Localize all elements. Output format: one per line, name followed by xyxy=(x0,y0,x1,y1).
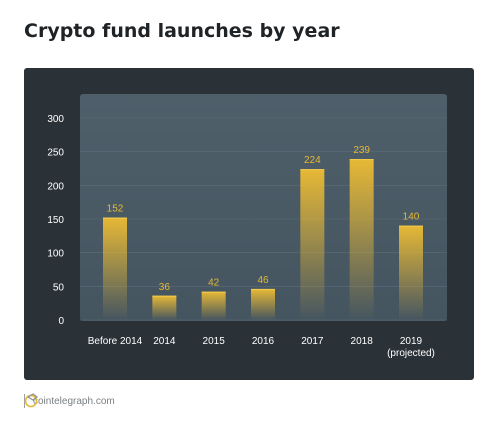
y-tick-label: 0 xyxy=(58,316,64,327)
data-label: 42 xyxy=(208,278,220,289)
x-tick-label: 2014 xyxy=(153,336,176,347)
x-tick-label: 2015 xyxy=(203,336,226,347)
bar xyxy=(399,225,423,320)
y-tick-label: 300 xyxy=(47,114,64,125)
data-label: 46 xyxy=(257,275,269,286)
y-tick-label: 250 xyxy=(47,148,64,159)
x-tick-label: Before 2014 xyxy=(88,336,143,347)
data-label: 239 xyxy=(353,145,370,156)
y-tick-label: 200 xyxy=(47,181,64,192)
chart-title: Crypto fund launches by year xyxy=(24,20,340,42)
bar-chart: 152 36 42 46 224 239 140 0 50 100 150 200 250 300 Be… xyxy=(47,94,447,359)
footer: cointelegraph.com xyxy=(24,392,115,410)
source-label: cointelegraph.com xyxy=(33,395,115,407)
bar xyxy=(349,159,374,320)
y-tick-label: 150 xyxy=(47,215,64,226)
bar xyxy=(103,217,127,320)
footer-divider xyxy=(24,394,25,408)
x-tick-label: 2019 xyxy=(400,336,423,347)
chart-panel: 152 36 42 46 224 239 140 0 50 100 150 200 250 300 Be… xyxy=(24,68,474,380)
bar xyxy=(251,289,275,320)
x-tick-label: 2018 xyxy=(351,336,374,347)
cointelegraph-logo-icon xyxy=(24,393,38,408)
bar xyxy=(201,291,226,320)
y-tick-label: 100 xyxy=(47,249,64,260)
bar xyxy=(152,295,177,320)
data-label: 140 xyxy=(403,212,420,223)
plot-area xyxy=(80,94,447,321)
data-label: 224 xyxy=(304,155,321,166)
bar xyxy=(300,169,325,320)
x-tick-label: 2016 xyxy=(252,336,275,347)
y-tick-label: 50 xyxy=(53,282,65,293)
data-label: 152 xyxy=(107,204,124,215)
x-tick-label: 2017 xyxy=(301,336,324,347)
x-tick-label: (projected) xyxy=(387,348,435,359)
data-label: 36 xyxy=(159,282,171,293)
